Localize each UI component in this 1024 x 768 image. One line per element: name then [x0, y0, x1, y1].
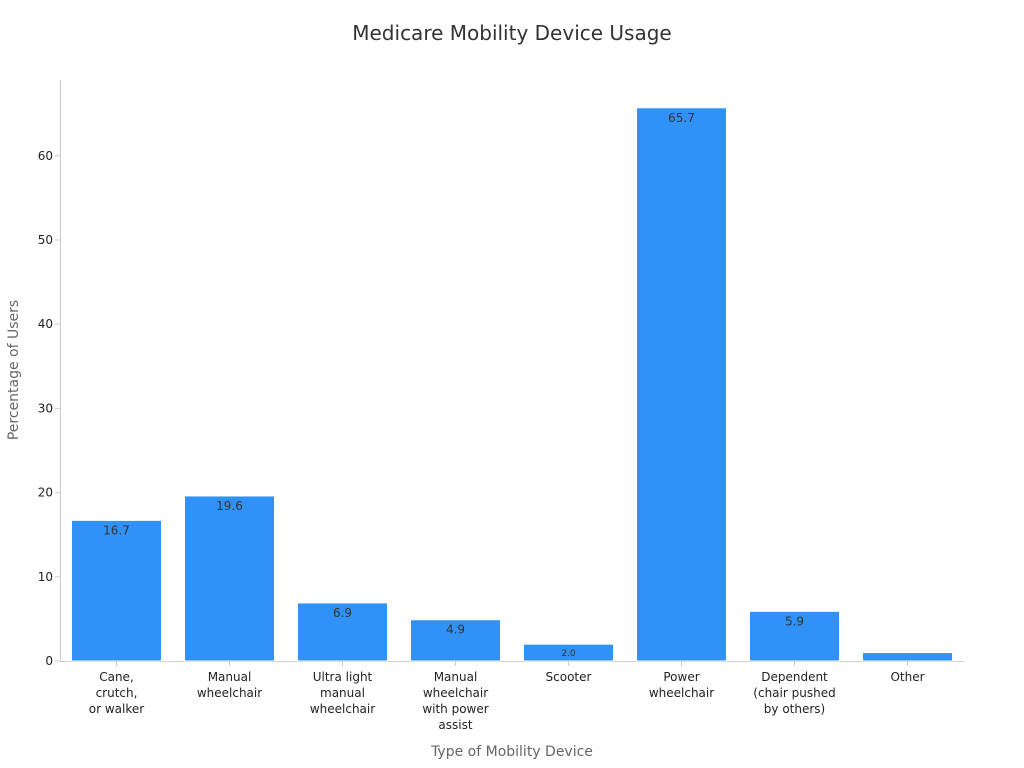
- x-axis-title: Type of Mobility Device: [430, 744, 593, 760]
- y-tick-label: 20: [38, 486, 53, 500]
- x-tick-label-line: Manual: [434, 670, 478, 684]
- bar: [862, 652, 953, 662]
- bar-value-label: 5.9: [785, 614, 804, 628]
- bar: [184, 495, 275, 662]
- x-tick-label-line: Dependent: [761, 670, 828, 684]
- y-tick-label: 30: [38, 401, 53, 415]
- bar-value-label: 19.6: [216, 499, 243, 513]
- x-tick-label: Manual wheelchair: [197, 670, 262, 700]
- bar-value-label: 2.0: [561, 649, 576, 659]
- x-tick-label-line: Power: [663, 670, 699, 684]
- x-tick-label-line: Manual: [208, 670, 252, 684]
- x-tick-label-line: manual: [320, 686, 365, 700]
- y-tick-label: 10: [38, 570, 53, 584]
- x-tick-label-line: assist: [438, 718, 472, 732]
- y-tick-label: 60: [38, 149, 53, 163]
- y-tick-label: 40: [38, 317, 53, 331]
- x-tick-label-line: Ultra light: [313, 670, 373, 684]
- bar: [71, 519, 162, 662]
- x-tick-label-line: or walker: [89, 702, 144, 716]
- bar: [410, 619, 501, 662]
- bar-value-label: 65.7: [668, 111, 695, 125]
- x-tick-label-line: wheelchair: [310, 702, 375, 716]
- y-axis-title: Percentage of Users: [6, 300, 22, 440]
- x-tick-label: Other: [890, 670, 924, 684]
- x-tick-label-line: (chair pushed: [753, 686, 835, 700]
- x-tick-label-line: crutch,: [96, 686, 138, 700]
- bar: [749, 610, 840, 662]
- x-tick-label: Scooter: [546, 670, 592, 684]
- x-tick-label-line: wheelchair: [649, 686, 714, 700]
- x-tick-label-line: wheelchair: [423, 686, 488, 700]
- x-tick-label: Ultra light manual wheelchair: [310, 670, 375, 716]
- x-tick-label-line: wheelchair: [197, 686, 262, 700]
- x-tick-label: Manual wheelchair with power assist: [422, 670, 488, 732]
- bar-value-label: 6.9: [333, 606, 352, 620]
- x-tick-label: Cane, crutch, or walker: [89, 670, 144, 716]
- bar-value-label: 4.9: [446, 623, 465, 637]
- x-tick-label: Dependent (chair pushed by others): [753, 670, 835, 716]
- y-tick-label: 50: [38, 233, 53, 247]
- x-tick-label-line: Scooter: [546, 670, 592, 684]
- x-tick-label-line: with power: [422, 702, 488, 716]
- bar: [636, 107, 727, 662]
- y-tick-label: 0: [45, 654, 53, 668]
- chart-title: Medicare Mobility Device Usage: [352, 21, 671, 45]
- y-ticks: 0 10 20 30 40 50 60: [38, 149, 60, 668]
- bar: [297, 602, 388, 662]
- bars: [71, 107, 953, 662]
- x-tick-label-line: Other: [890, 670, 924, 684]
- bar-value-labels: 16.7 19.6 6.9 4.9 2.0 65.7 5.9: [103, 111, 804, 659]
- x-tick-label-line: by others): [764, 702, 825, 716]
- x-tick-label: Power wheelchair: [649, 670, 714, 700]
- bar-value-label: 16.7: [103, 523, 130, 537]
- x-tick-label-line: Cane,: [99, 670, 134, 684]
